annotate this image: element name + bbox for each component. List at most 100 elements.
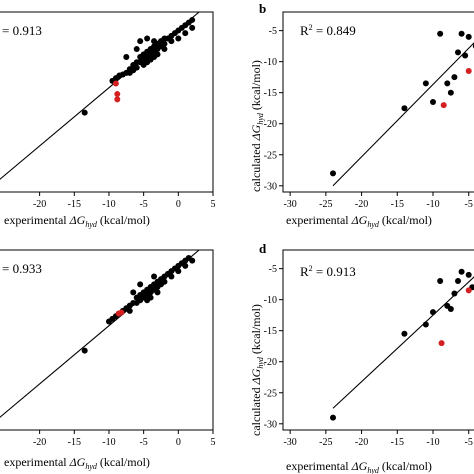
panel-b-letter: b: [259, 1, 266, 16]
panel-a-point: [137, 38, 144, 45]
panel-d-xtick-label: -15: [391, 437, 404, 448]
panel-d-ytick-label: -10: [264, 295, 277, 306]
panel-d-point: [430, 309, 436, 316]
panel-b-fit-line: [332, 42, 474, 187]
panel-a-r2-label: = 0.913: [2, 23, 42, 38]
panel-c-xtick-label: 5: [211, 437, 216, 448]
panel-d-xticks: -30 -25 -20 -15 -10 -5: [283, 430, 473, 448]
panel-d-xtick-label: -5: [465, 437, 473, 448]
panel-c: = 0.933 -20 -15 -10 -5 0 5 experimental ΔGhyd…: [0, 249, 216, 471]
panel-b-point: [401, 105, 408, 112]
panel-d-xtick-label: -20: [355, 437, 368, 448]
panel-c-point: [147, 294, 154, 301]
panel-d-point: [458, 268, 465, 275]
panel-b-point: [455, 49, 461, 56]
panel-d-point: [455, 278, 461, 285]
panel-b-xtick-label: -25: [319, 199, 332, 210]
panel-c-xlabel: experimental ΔGhyd (kcal/mol): [4, 455, 150, 471]
panel-d-point: [465, 271, 472, 278]
panel-b-point: [440, 102, 447, 109]
panel-d-ytick-label: -25: [264, 388, 277, 399]
panel-c-xtick-label: -20: [33, 437, 46, 448]
panel-c-point: [175, 268, 182, 275]
panel-c-point: [126, 307, 133, 314]
panel-c-point: [81, 347, 88, 354]
panel-a-point: [168, 38, 175, 45]
panel-b-ytick-label: -10: [264, 57, 277, 68]
panel-d-xtick-label: -10: [426, 437, 439, 448]
panel-d-point: [437, 278, 444, 285]
panel-c-frame: [0, 249, 214, 431]
panel-a-point: [161, 40, 168, 47]
panel-b-xtick-label: -20: [355, 199, 368, 210]
panel-b-r2-label: R2 = 0.849: [300, 23, 356, 38]
panel-b-ytick-label: -15: [264, 88, 277, 99]
panel-b-point: [437, 30, 444, 37]
panel-b-frame: [282, 11, 474, 193]
panel-c-point: [168, 273, 175, 280]
panel-c-xtick-label: -10: [102, 437, 115, 448]
panel-c-point: [182, 262, 189, 269]
panel-d-marks: [330, 268, 474, 421]
panel-a-point: [133, 64, 140, 71]
panel-a-point: [189, 24, 196, 31]
panel-c-point: [154, 289, 161, 296]
panel-b-point: [465, 33, 472, 40]
panel-a-xtick-label: -10: [102, 199, 115, 210]
panel-b-yticks: -5 -10 -15 -20 -25 -30: [264, 26, 283, 192]
panel-a-point: [114, 96, 121, 103]
panel-b-point: [451, 74, 458, 81]
panel-a-marks: [0, 12, 200, 180]
panel-b-point: [447, 89, 454, 96]
panel-b-ytick-label: -20: [264, 119, 277, 130]
panel-a-point: [154, 51, 161, 58]
panel-d: d R2 = 0.913 -30 -25 -20 -15 -10 -5 -5-10-15-…: [249, 241, 474, 474]
panel-a-point: [112, 80, 119, 87]
panel-d-frame: [282, 249, 474, 431]
panel-a-point: [182, 30, 189, 37]
panel-a-xtick-label: -15: [68, 199, 81, 210]
panel-c-point: [151, 273, 158, 280]
panel-c-xtick-label: -5: [139, 437, 147, 448]
panel-a-point: [114, 91, 121, 98]
panel-d-point: [401, 330, 408, 337]
panel-d-xtick-label: -25: [319, 437, 332, 448]
panel-b-point: [458, 30, 465, 37]
panel-c-point: [189, 257, 196, 264]
panel-a-xtick-label: 5: [211, 199, 216, 210]
panel-d-ylabel: calculated ΔGhyd (kcal/mol): [249, 304, 265, 436]
panel-a-point: [151, 38, 158, 45]
panel-c-point: [130, 289, 137, 296]
panel-a-frame: [0, 11, 214, 193]
panel-b: b R2 = 0.849 -30 -25 -20 -15 -10 -5 -5-10-15-…: [249, 1, 474, 229]
panel-a-xticks: 5-20-15-10-505: [33, 192, 216, 210]
panel-b-point: [422, 80, 429, 87]
panel-d-yticks: -5 -10 -15 -20 -25 -30: [264, 264, 283, 430]
panel-a-xtick-label: -5: [139, 199, 147, 210]
panel-d-point: [451, 290, 458, 297]
panel-a-point: [81, 109, 88, 116]
panel-a-point: [161, 46, 168, 53]
panel-c-marks: [0, 250, 200, 418]
panel-b-marks: [330, 30, 474, 187]
panel-b-xtick-label: -30: [283, 199, 296, 210]
panel-d-point: [422, 321, 429, 328]
panel-b-ylabel: calculated ΔGhyd (kcal/mol): [249, 60, 265, 192]
panel-c-xtick-label: -15: [68, 437, 81, 448]
panel-d-point: [447, 305, 454, 312]
panel-b-xtick-label: -5: [465, 199, 473, 210]
panel-b-xlabel: experimental ΔGhyd (kcal/mol): [286, 213, 432, 229]
panel-a-point: [189, 16, 196, 23]
panel-b-ytick-label: -5: [269, 26, 277, 37]
panel-a-point: [144, 35, 151, 42]
panel-a-xtick-label: -20: [33, 199, 46, 210]
panel-a-point: [133, 46, 140, 53]
panel-c-xticks: -20 -15 -10 -5 0 5: [33, 430, 216, 448]
panel-a: = 0.913 5-20-15-10-505 experimental ΔGhy…: [0, 11, 216, 229]
panel-c-xtick-label: 0: [176, 437, 181, 448]
panel-c-r2-label: = 0.933: [2, 261, 42, 276]
panel-b-point: [462, 52, 469, 59]
panel-c-point: [137, 281, 144, 288]
panel-b-xticks: -30 -25 -20 -15 -10 -5: [283, 192, 473, 210]
